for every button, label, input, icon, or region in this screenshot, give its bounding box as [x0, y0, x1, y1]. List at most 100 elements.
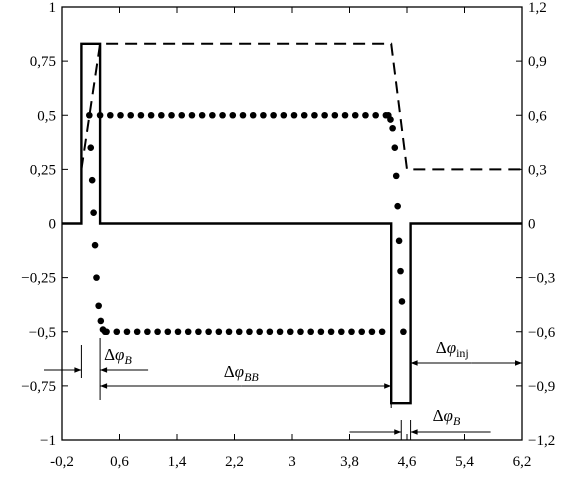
- x-tick-label: -0,2: [50, 454, 74, 470]
- data-point: [209, 111, 216, 119]
- data-point: [317, 328, 325, 336]
- data-point: [96, 111, 104, 119]
- data-point: [321, 111, 328, 119]
- data-point: [188, 111, 196, 119]
- y-tick-label: −0,5: [29, 325, 56, 341]
- data-point: [270, 111, 277, 119]
- x-tick-label: 5,4: [455, 454, 474, 470]
- series-dotted: [86, 111, 407, 336]
- data-point: [88, 176, 96, 184]
- data-point: [391, 144, 399, 152]
- data-point: [341, 111, 349, 119]
- y-tick-label: 0: [49, 217, 57, 233]
- data-point: [348, 328, 355, 336]
- data-point: [147, 111, 155, 119]
- data-point: [378, 328, 386, 336]
- data-point: [215, 328, 223, 336]
- data-point: [358, 328, 366, 336]
- data-point: [144, 328, 151, 336]
- y-tick-label: 0,5: [37, 108, 56, 124]
- data-point: [95, 302, 102, 310]
- annotation-label: ΔφB: [433, 406, 461, 428]
- data-point: [256, 328, 263, 336]
- axis-ticks: -0,2 0,6 1,4 2,2 3 3,8 4,6 5,4 6,2 1 0,75 0,5 0,25 0 −…: [21, 0, 555, 470]
- data-point: [276, 328, 284, 336]
- x-tick-label: 3,8: [340, 454, 359, 470]
- y-tick-label: −0,75: [21, 379, 56, 395]
- y2-tick-label: 0,9: [528, 54, 547, 70]
- data-point: [127, 111, 135, 119]
- data-point: [307, 328, 314, 336]
- data-point: [362, 111, 369, 119]
- y2-tick-label: −0,6: [528, 325, 556, 341]
- y-tick-label: 0,75: [30, 54, 56, 70]
- data-point: [93, 274, 100, 281]
- data-point: [97, 317, 105, 325]
- series-layer: [62, 42, 522, 405]
- data-point: [395, 237, 403, 245]
- data-point: [101, 328, 109, 336]
- data-point: [300, 111, 308, 119]
- data-point: [286, 328, 294, 336]
- x-tick-label: 2,2: [225, 454, 244, 470]
- data-point: [260, 111, 267, 119]
- data-point: [178, 111, 186, 119]
- data-point: [235, 328, 243, 336]
- y-tick-label: 1: [49, 0, 57, 16]
- data-point: [249, 111, 257, 119]
- data-point: [205, 328, 212, 336]
- data-point: [389, 124, 396, 132]
- y-tick-label: 0,25: [30, 162, 56, 178]
- annotation-label: Δφinj: [436, 338, 469, 360]
- y2-tick-label: 0,3: [528, 162, 547, 178]
- data-point: [394, 202, 401, 210]
- data-point: [392, 172, 400, 180]
- data-point: [387, 116, 394, 123]
- y2-tick-label: 1,2: [528, 0, 547, 16]
- data-point: [239, 111, 247, 119]
- data-point: [195, 328, 202, 336]
- data-point: [368, 328, 376, 336]
- data-point: [297, 328, 304, 336]
- x-tick-label: 6,2: [513, 454, 532, 470]
- data-point: [137, 111, 145, 119]
- y-tick-label: −1: [40, 433, 56, 449]
- data-point: [311, 111, 318, 119]
- x-tick-label: 0,6: [110, 454, 129, 470]
- data-point: [290, 111, 298, 119]
- x-tick-label: 1,4: [168, 454, 187, 470]
- data-point: [266, 328, 274, 336]
- data-point: [351, 111, 359, 119]
- x-tick-label: 4,6: [398, 454, 417, 470]
- data-point: [154, 328, 161, 336]
- data-point: [87, 144, 95, 152]
- data-point: [133, 328, 141, 336]
- data-point: [107, 111, 114, 119]
- y2-tick-label: 0,6: [528, 108, 547, 124]
- y2-tick-label: −1,2: [528, 433, 555, 449]
- annotation-label: ΔφBB: [224, 362, 260, 384]
- data-point: [168, 111, 175, 119]
- y2-tick-label: 0: [528, 217, 536, 233]
- data-point: [86, 111, 93, 119]
- data-point: [229, 111, 237, 119]
- y-tick-label: −0,25: [21, 271, 56, 287]
- x-tick-label: 3: [288, 454, 296, 470]
- data-point: [225, 328, 233, 336]
- data-point: [246, 328, 253, 336]
- data-point: [219, 111, 226, 119]
- annotation-label: ΔφB: [104, 345, 132, 367]
- data-point: [338, 328, 345, 336]
- data-point: [164, 328, 172, 336]
- dimension-layer: ΔφB ΔφBB Δφinj ΔφB: [44, 338, 522, 440]
- y2-tick-label: −0,9: [528, 379, 555, 395]
- y2-tick-label: −0,3: [528, 271, 555, 287]
- series-solid: [62, 42, 522, 405]
- data-point: [400, 328, 407, 336]
- series-dashed: [80, 42, 522, 171]
- data-point: [331, 111, 339, 119]
- data-point: [91, 241, 99, 249]
- data-point: [123, 328, 131, 336]
- data-point: [184, 328, 192, 336]
